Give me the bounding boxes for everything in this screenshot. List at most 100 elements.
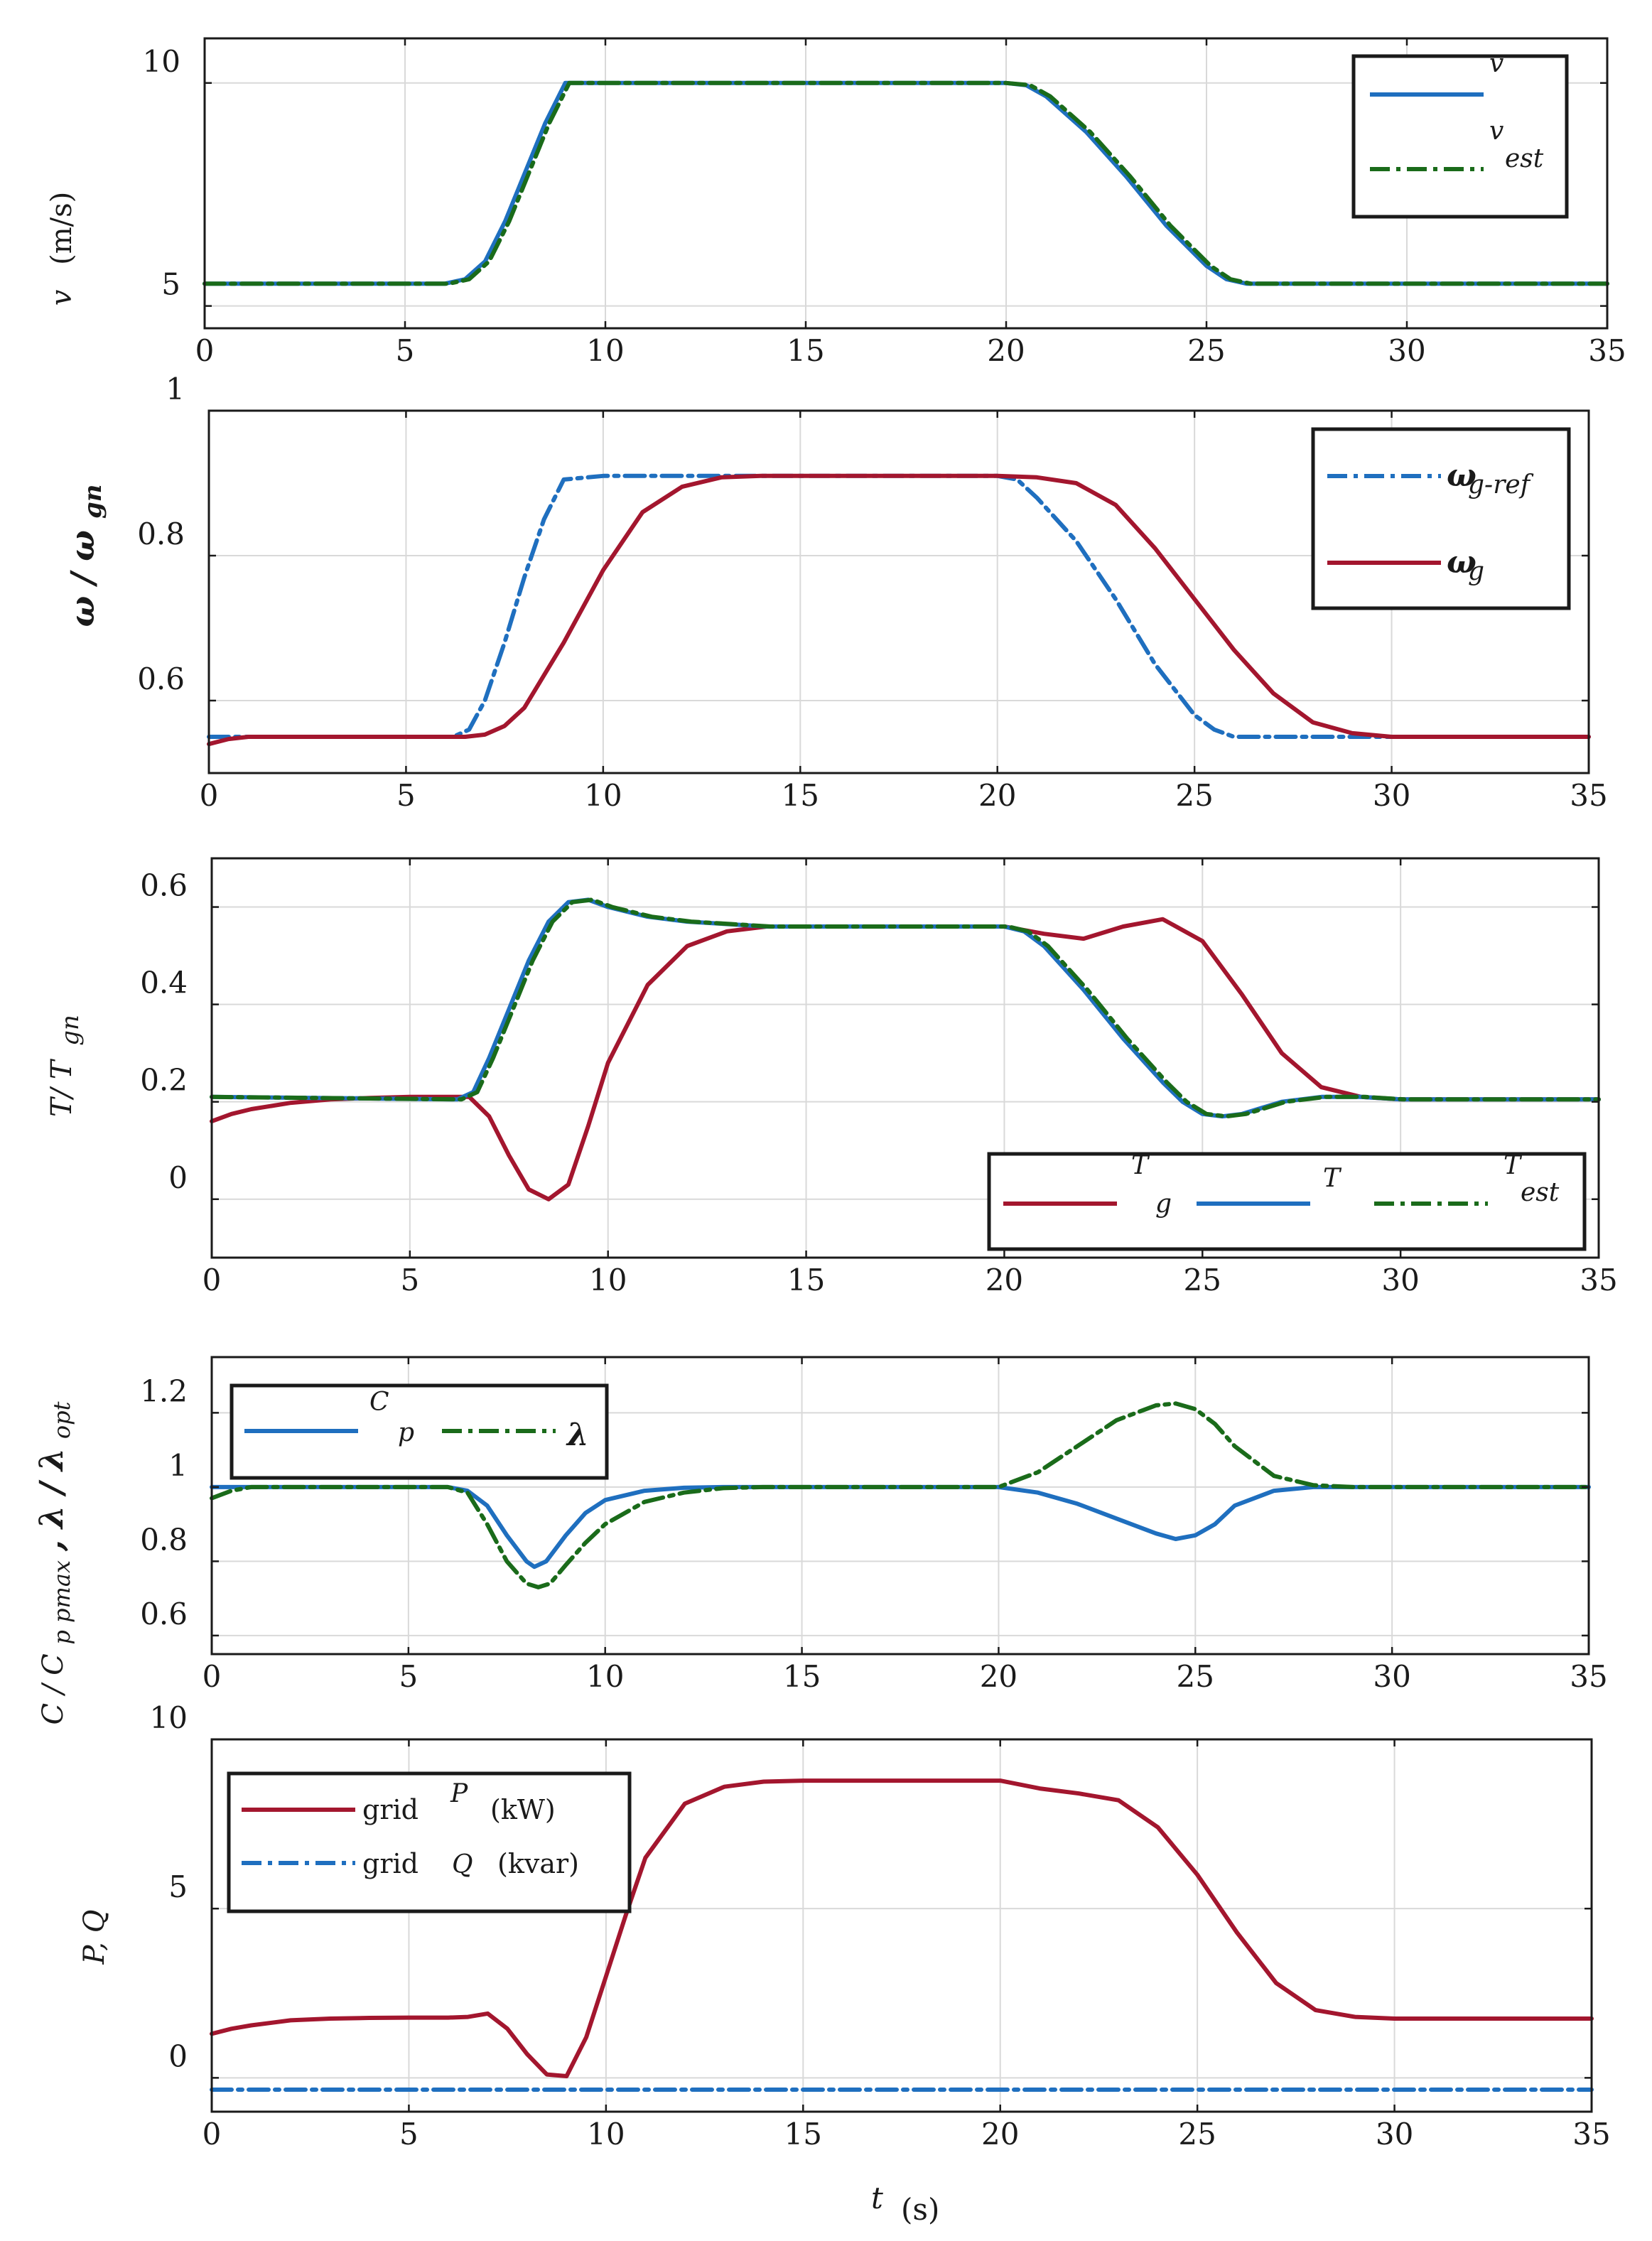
x-tick-label: 30 bbox=[1381, 1263, 1419, 1297]
x-tick-label: 5 bbox=[399, 1659, 418, 1694]
x-tick-label: 10 bbox=[586, 333, 624, 368]
x-tick-label: 20 bbox=[981, 2117, 1019, 2151]
y-tick-label: 10 bbox=[143, 44, 180, 79]
x-tick-label: 0 bbox=[203, 1659, 222, 1694]
x-tick-label: 20 bbox=[980, 1659, 1017, 1694]
series-line-t bbox=[210, 897, 1601, 1119]
legend-label-t: T bbox=[1323, 1164, 1342, 1193]
y-tick-label: 0.6 bbox=[137, 662, 185, 696]
panel-torque: 0 5 10 15 20 25 30 35 0 0.2 0.4 0.6 T/ T gn T g T T… bbox=[45, 857, 1618, 1297]
y-axis-label: v (m/s) bbox=[45, 192, 78, 306]
y-tick-label: 0.4 bbox=[140, 966, 188, 1000]
legend-label-cp-sub: p bbox=[398, 1418, 414, 1447]
y-tick-label: 0.8 bbox=[140, 1522, 188, 1557]
series-line-test bbox=[210, 897, 1601, 1119]
x-tick-label: 15 bbox=[787, 333, 824, 368]
svg-text:C / C p pmax ,: C / C p pmax , λ / λ opt bbox=[32, 1401, 77, 1724]
legend-label-tg-sub: g bbox=[1155, 1189, 1172, 1219]
x-tick-label: 15 bbox=[782, 778, 819, 813]
axes-frame bbox=[207, 409, 1590, 774]
series-line-vest bbox=[203, 80, 1609, 286]
x-tick-label: 30 bbox=[1376, 2117, 1413, 2151]
legend: T g T T est bbox=[987, 1151, 1587, 1251]
x-tick-label: 20 bbox=[987, 333, 1025, 368]
legend-label-p: grid bbox=[362, 1794, 419, 1825]
series-line-wg bbox=[207, 473, 1591, 747]
svg-text:ω / ω gn: ω / ω gn bbox=[63, 485, 107, 627]
y-tick-label: 0.2 bbox=[140, 1063, 188, 1098]
x-tick-label: 0 bbox=[203, 1263, 222, 1297]
legend-label-q-sub: Q bbox=[452, 1850, 473, 1879]
legend-label-wg: ω bbox=[1447, 544, 1476, 580]
svg-text:T/ T gn: T/ T gn bbox=[45, 1015, 85, 1117]
x-tick-label: 20 bbox=[978, 778, 1016, 813]
x-tick-label: 10 bbox=[586, 1659, 624, 1694]
x-tick-label: 10 bbox=[587, 2117, 625, 2151]
x-tick-label: 0 bbox=[195, 333, 215, 368]
x-tick-label: 30 bbox=[1388, 333, 1425, 368]
legend-label-wg-sub: g bbox=[1468, 557, 1484, 586]
y-tick-label: 5 bbox=[168, 1869, 188, 1904]
x-tick-label: 5 bbox=[399, 2117, 419, 2151]
x-tick-label: 5 bbox=[400, 1263, 419, 1297]
legend-label-tg: T bbox=[1131, 1151, 1150, 1180]
svg-text:t: t bbox=[871, 2181, 883, 2215]
legend: C p λ bbox=[230, 1383, 609, 1480]
x-axis-label: t (s) bbox=[871, 2181, 939, 2227]
y-tick-label: 0.6 bbox=[140, 868, 188, 903]
y-axis-label: C / C p pmax , λ / λ opt bbox=[32, 1401, 77, 1724]
axes-frame bbox=[203, 37, 1609, 330]
series-line-lambda bbox=[210, 1401, 1591, 1589]
axes-frame bbox=[210, 1356, 1590, 1656]
x-tick-label: 25 bbox=[1184, 1263, 1221, 1297]
x-tick-label: 35 bbox=[1570, 778, 1607, 813]
series-line-p bbox=[210, 1778, 1594, 2078]
panel-grid-power: 0 5 10 15 20 25 30 35 0 5 10 P, Q t (s) grid P (kW… bbox=[78, 1700, 1611, 2227]
x-tick-label: 25 bbox=[1178, 2117, 1216, 2151]
x-tick-label: 25 bbox=[1177, 1659, 1214, 1694]
y-tick-label: 10 bbox=[150, 1700, 188, 1735]
x-tick-label: 0 bbox=[200, 778, 219, 813]
legend-label-vest: v bbox=[1489, 117, 1503, 146]
legend-label-wgref: ω bbox=[1447, 458, 1476, 494]
legend: v v est bbox=[1351, 49, 1569, 219]
legend-label-test: T bbox=[1503, 1151, 1523, 1180]
svg-text:(s): (s) bbox=[901, 2192, 939, 2227]
legend-label-wgref-sub: g-ref bbox=[1468, 470, 1534, 500]
legend-label-q-unit: (kvar) bbox=[497, 1848, 579, 1879]
axes-frame bbox=[210, 1738, 1593, 2113]
legend-label-vest-sub: est bbox=[1505, 144, 1544, 173]
legend-label-v: v bbox=[1489, 49, 1503, 78]
x-tick-label: 0 bbox=[203, 2117, 222, 2151]
x-tick-label: 5 bbox=[396, 778, 416, 813]
y-axis-label: P, Q bbox=[78, 1909, 111, 1965]
x-tick-label: 20 bbox=[986, 1263, 1023, 1297]
legend: grid P (kW) grid Q (kvar) bbox=[227, 1771, 632, 1913]
legend: ω g-ref ω g bbox=[1311, 427, 1571, 610]
svg-text:v (m/s): v (m/s) bbox=[45, 192, 78, 306]
legend-label-p-sub: P bbox=[450, 1779, 468, 1808]
axes-frame bbox=[210, 857, 1600, 1259]
y-tick-label: 1 bbox=[168, 1448, 188, 1483]
x-tick-label: 25 bbox=[1187, 333, 1225, 368]
y-tick-label: 1.2 bbox=[140, 1373, 188, 1408]
legend-label-test-sub: est bbox=[1521, 1178, 1560, 1207]
x-tick-label: 10 bbox=[589, 1263, 627, 1297]
y-tick-label: 0 bbox=[168, 2038, 188, 2073]
svg-text:P, Q: P, Q bbox=[78, 1909, 111, 1965]
y-tick-label: 0.6 bbox=[140, 1597, 188, 1631]
y-tick-label: 0 bbox=[168, 1160, 188, 1195]
panel-generator-speed: 0 5 10 15 20 25 30 35 0.6 0.8 1 ω / ω gn ω g-ref ω… bbox=[63, 372, 1608, 813]
x-tick-label: 15 bbox=[783, 1659, 821, 1694]
y-axis-label: ω / ω gn bbox=[63, 485, 107, 627]
x-tick-label: 30 bbox=[1373, 778, 1410, 813]
x-tick-label: 5 bbox=[396, 333, 415, 368]
series-line-cpn bbox=[210, 1484, 1591, 1570]
x-tick-label: 15 bbox=[787, 1263, 825, 1297]
x-tick-label: 15 bbox=[784, 2117, 822, 2151]
y-axis-label: T/ T gn bbox=[45, 1015, 85, 1117]
x-tick-label: 35 bbox=[1580, 1263, 1617, 1297]
x-tick-label: 35 bbox=[1572, 2117, 1610, 2151]
